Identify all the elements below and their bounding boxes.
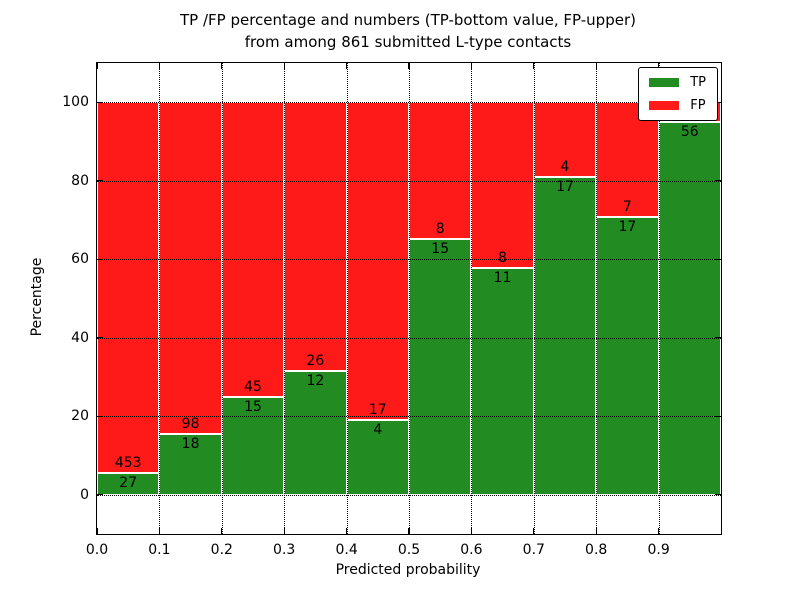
bar-segment-tp [346,420,409,495]
legend-label-tp: TP [690,75,706,90]
bar-segment-fp [533,102,597,178]
x-tick-mark-top [595,63,597,69]
x-tick-mark-bottom [283,528,285,534]
x-gridline [658,63,660,534]
x-tick-label: 0.7 [522,542,545,558]
plot-area: 453 27 98 18 45 15 26 12 17 4 8 15 8 11 4 17 7 17 56 0 20 40 6… [62,62,722,558]
bar-segment-tp [221,396,285,495]
x-tick-mark-bottom [470,528,473,534]
bar-segment-tp [97,472,160,495]
x-tick-label: 0.3 [273,542,296,558]
chart-title-line1: TP /FP percentage and numbers (TP-bottom… [180,11,636,29]
x-tick-label: 0.5 [397,542,421,558]
x-tick-mark-bottom [595,528,597,534]
x-tick-mark-bottom [158,528,161,534]
bar-segment-tp [533,177,597,495]
y-tick-mark-right [715,180,721,182]
x-tick-mark-top [470,63,473,69]
y-tick-mark-left [97,258,103,260]
x-tick-label: 0.9 [647,542,670,558]
x-gridline [284,63,286,534]
x-tick-label: 0.6 [460,542,483,558]
y-tick-mark-right [715,494,721,496]
bar-segment-tp [284,370,347,495]
bar-segment-tp [159,433,222,495]
y-tick-mark-right [715,415,721,417]
legend-label-fp: FP [690,98,706,113]
y-tick-mark-right [715,258,721,260]
bar-segment-fp [471,102,534,268]
x-tick-mark-top [533,63,535,69]
bar-segment-tp [471,267,534,495]
y-tick-mark-left [97,180,103,182]
y-tick-label: 60 [71,251,89,268]
bar-segment-tp [596,216,659,495]
x-tick-label: 0.4 [335,542,358,558]
x-axis-label: Predicted probability [335,562,481,578]
x-tick-mark-top [158,63,161,69]
x-tick-label: 0.2 [210,542,233,558]
bar-segment-fp [97,102,160,473]
y-tick-label: 100 [62,94,89,111]
x-tick-mark-bottom [657,528,660,534]
bar-segment-fp [409,102,472,239]
bar-segment-fp [346,102,409,420]
x-tick-mark-top [221,63,223,69]
x-gridline [221,63,223,534]
x-tick-mark-bottom [345,528,348,534]
y-tick-mark-left [97,337,103,339]
bar-segment-tp [658,122,721,495]
x-gridline [471,63,473,534]
bar-segment-fp [159,102,222,434]
legend-item-fp: FP [649,99,706,112]
x-tick-label: 0.0 [85,542,109,558]
y-tick-label: 40 [71,329,89,346]
x-tick-mark-bottom [533,528,535,534]
bar-segment-fp [596,102,659,217]
y-tick-mark-right [715,101,721,103]
y-axis-label: Percentage [29,257,45,337]
x-tick-label: 0.8 [585,542,608,558]
x-tick-mark-top [657,63,660,69]
chart-title: TP /FP percentage and numbers (TP-bottom… [96,9,720,53]
x-tick-mark-top [408,63,410,69]
x-tick-mark-bottom [408,528,410,534]
x-gridline [409,63,410,534]
x-gridline [533,63,535,534]
bar-segment-fp [284,102,347,371]
x-tick-mark-top [345,63,348,69]
x-gridline [159,63,161,534]
y-tick-mark-left [97,494,103,496]
y-tick-label: 80 [71,172,89,189]
x-tick-mark-top [283,63,285,69]
bar-segment-tp [409,238,472,495]
x-gridline [346,63,348,534]
y-tick-mark-right [715,337,721,339]
x-tick-mark-top [96,63,98,69]
x-tick-label: 0.1 [148,542,171,558]
legend-swatch-fp [649,101,680,110]
y-tick-label: 20 [71,408,89,425]
y-tick-mark-left [97,101,103,103]
x-tick-mark-bottom [96,528,98,534]
x-tick-mark-bottom [221,528,223,534]
chart-title-line2: from among 861 submitted L-type contacts [244,33,572,51]
legend: TP FP [638,67,718,121]
legend-item-tp: TP [649,76,706,89]
x-gridline [596,63,598,534]
y-tick-label: 0 [80,486,89,503]
y-tick-mark-left [97,415,103,417]
legend-swatch-tp [649,78,680,87]
bar-segment-fp [221,102,285,397]
